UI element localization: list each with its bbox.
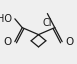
Text: Cl: Cl (43, 18, 52, 28)
Text: HO: HO (0, 14, 12, 24)
Text: O: O (3, 37, 11, 47)
Text: O: O (65, 37, 73, 47)
